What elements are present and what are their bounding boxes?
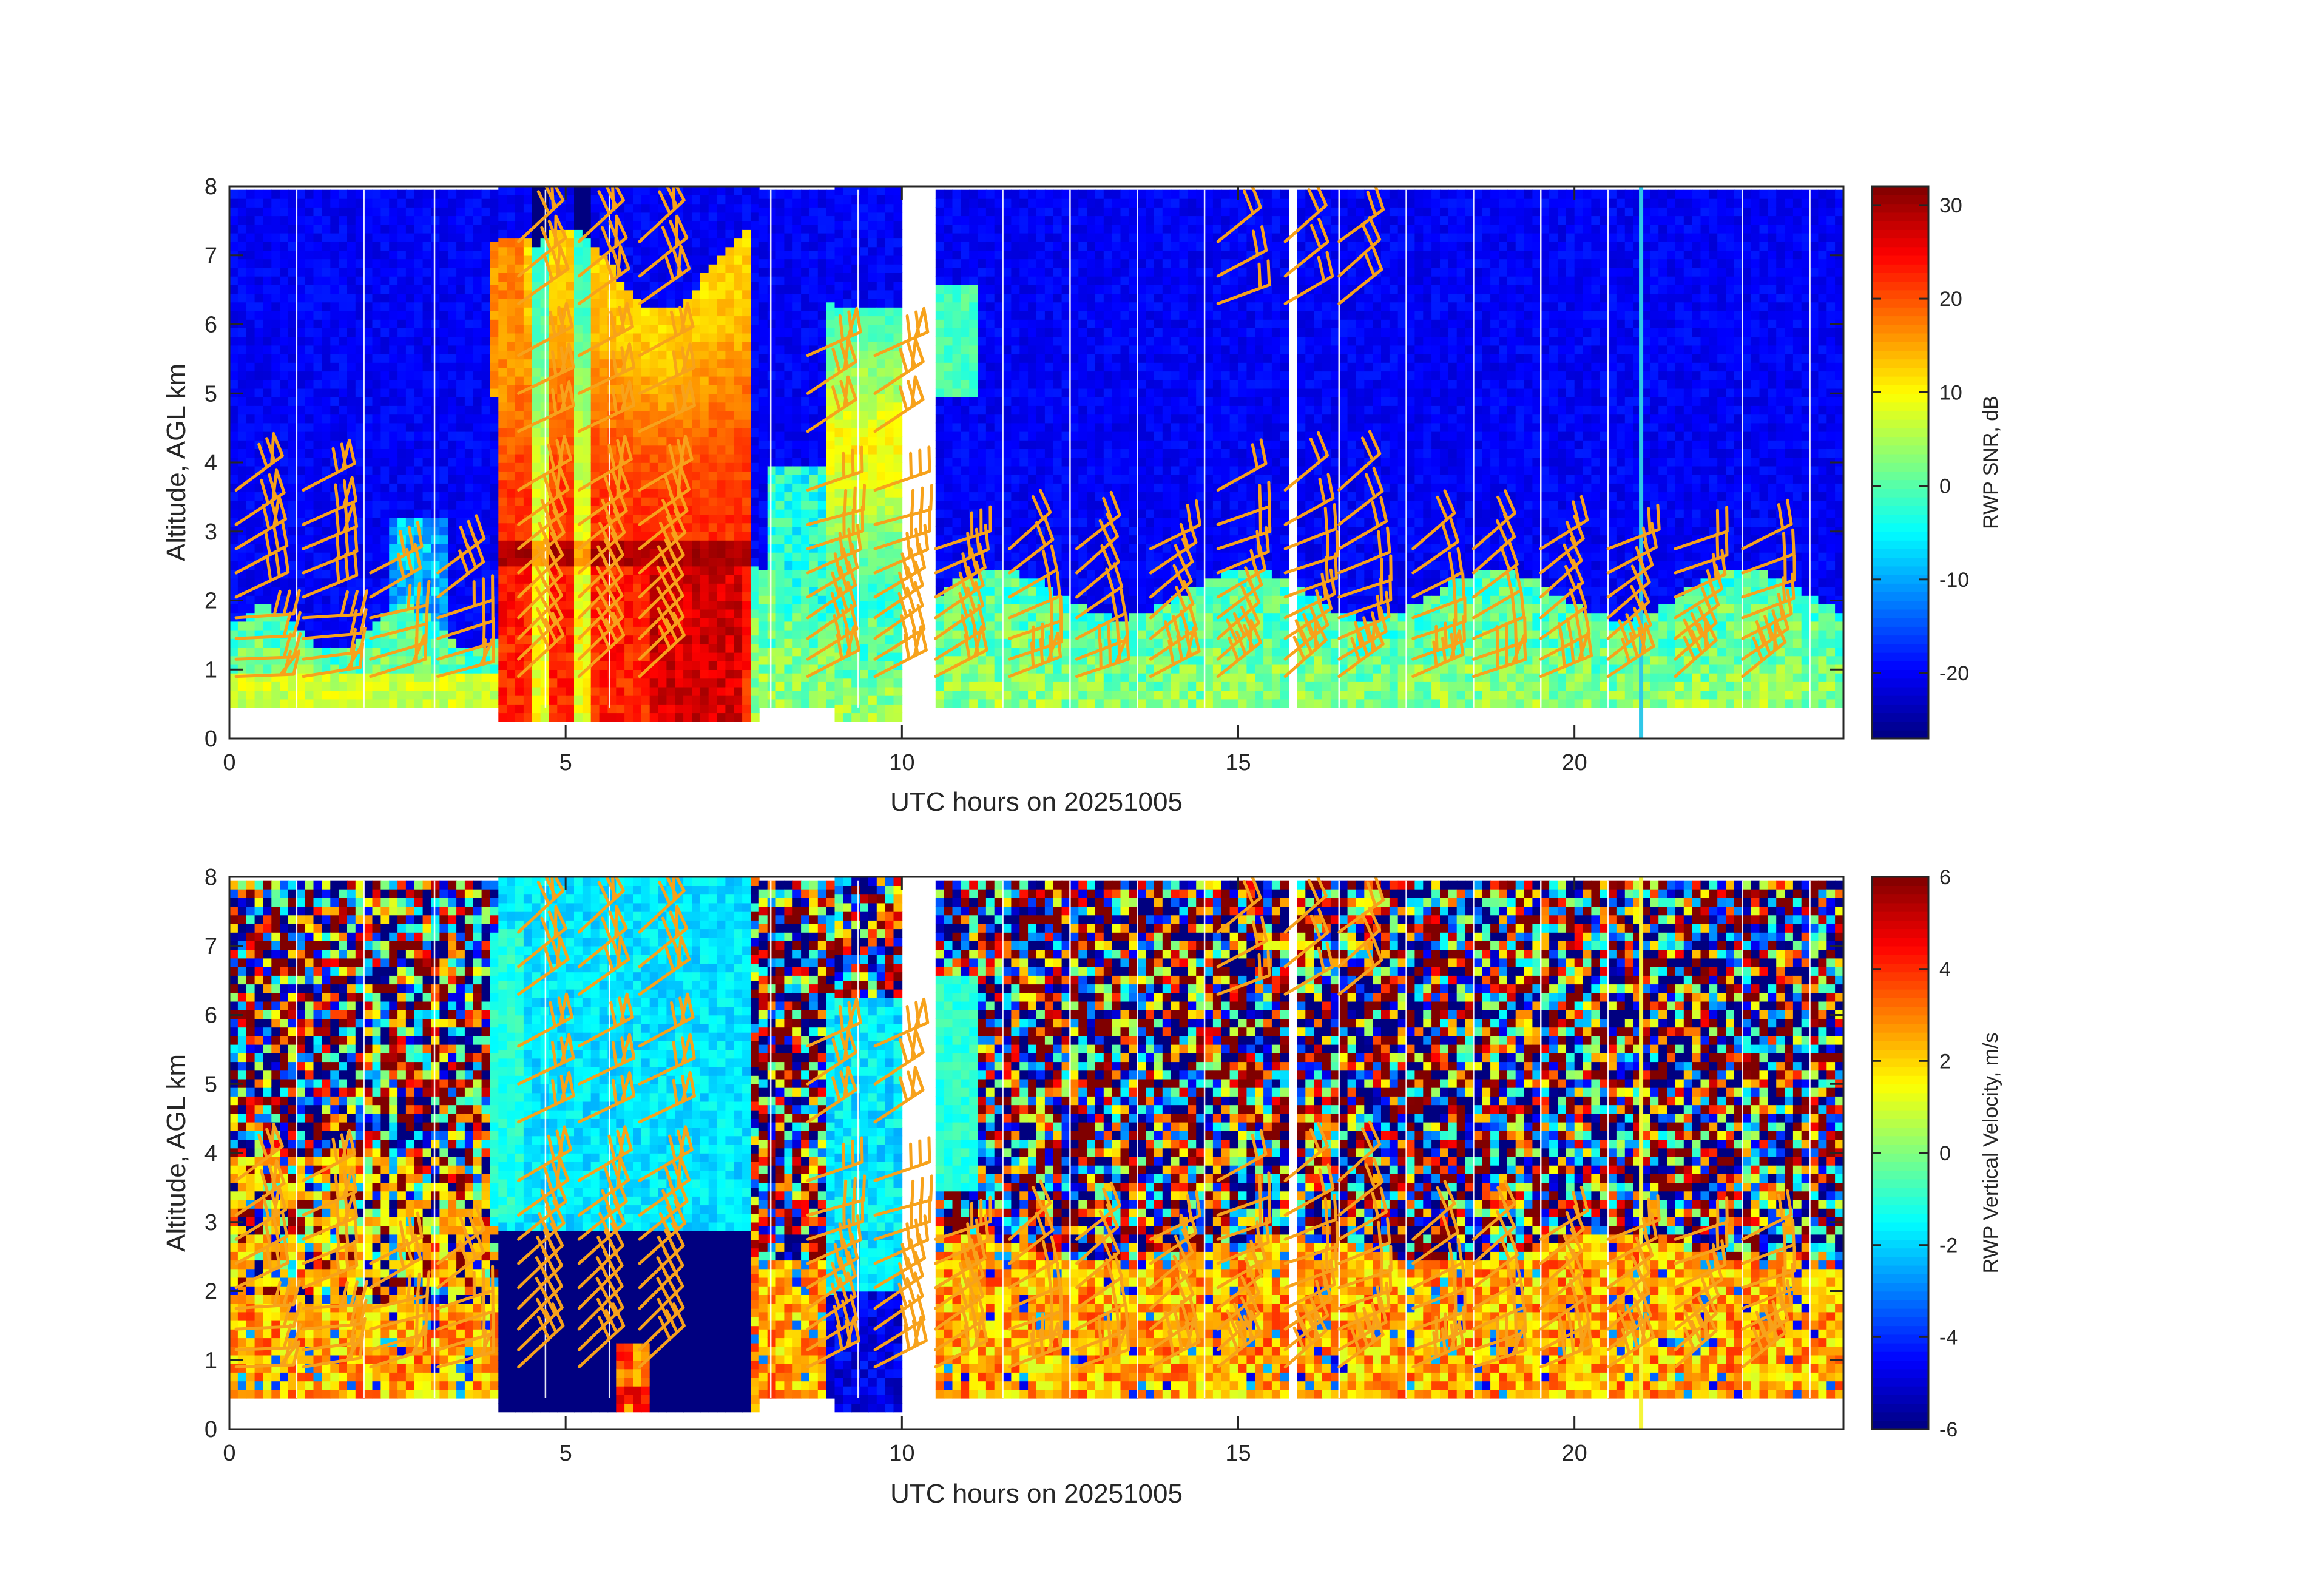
colorbar-tick-label: -2 <box>1939 1234 1958 1257</box>
colorbar-tick-label: 0 <box>1939 475 1951 498</box>
y-tick-label: 6 <box>204 1003 217 1029</box>
colorbar-tick-label: -20 <box>1939 662 1969 685</box>
y-tick-label: 2 <box>204 1279 217 1305</box>
colorbar-tick-label: -10 <box>1939 569 1969 592</box>
x-tick-label: 15 <box>1225 1441 1251 1466</box>
y-tick-label: 7 <box>204 934 217 959</box>
snr-heatmap <box>229 179 1844 739</box>
x-tick-label: 15 <box>1225 750 1251 776</box>
y-tick-label: 4 <box>204 1141 217 1166</box>
y-tick-label: 0 <box>204 726 217 752</box>
y-tick-label: 3 <box>204 519 217 545</box>
x-tick-label: 20 <box>1562 1441 1587 1466</box>
y-tick-label: 4 <box>204 450 217 476</box>
x-tick-label: 5 <box>559 1441 572 1466</box>
y-tick-label: 8 <box>204 174 217 200</box>
y-tick-label: 6 <box>204 313 217 338</box>
velocity-colorbar: 6 4 2 0 -2 -4 -6 RWP Vertical Velocity, m/s <box>1872 866 2002 1441</box>
y-tick-label: 1 <box>204 1348 217 1373</box>
x-tick-label: 10 <box>889 1441 914 1466</box>
velocity-colorbar-label: RWP Vertical Velocity, m/s <box>1979 1033 2002 1274</box>
velocity-x-axis-label: UTC hours on 20251005 <box>890 1479 1183 1509</box>
snr-y-axis-label: Altitude, AGL km <box>161 363 191 561</box>
colorbar-tick-label: 2 <box>1939 1050 1951 1073</box>
y-tick-label: 0 <box>204 1417 217 1442</box>
y-tick-label: 5 <box>204 381 217 407</box>
x-tick-label: 10 <box>889 750 914 776</box>
velocity-y-axis-label: Altitude, AGL km <box>161 1054 191 1252</box>
colorbar-tick-label: 0 <box>1939 1142 1951 1165</box>
y-tick-label: 5 <box>204 1072 217 1097</box>
x-tick-label: 0 <box>223 1441 235 1466</box>
y-tick-label: 2 <box>204 589 217 614</box>
colorbar-tick-label: -4 <box>1939 1326 1958 1349</box>
snr-x-axis-label: UTC hours on 20251005 <box>890 787 1183 817</box>
snr-colorbar-label: RWP SNR, dB <box>1979 396 2002 529</box>
y-tick-label: 7 <box>204 243 217 269</box>
y-tick-label: 3 <box>204 1210 217 1236</box>
colorbar-tick-label: -6 <box>1939 1418 1958 1441</box>
x-tick-label: 5 <box>559 750 572 776</box>
x-tick-label: 20 <box>1562 750 1587 776</box>
y-tick-label: 8 <box>204 865 217 890</box>
colorbar-tick-label: 10 <box>1939 381 1962 404</box>
x-tick-label: 0 <box>223 750 235 776</box>
colorbar-tick-label: 20 <box>1939 288 1962 311</box>
colorbar-tick-label: 6 <box>1939 866 1951 889</box>
y-tick-label: 1 <box>204 657 217 683</box>
velocity-heatmap <box>229 870 1844 1429</box>
colorbar-tick-label: 30 <box>1939 194 1962 217</box>
snr-colorbar: 30 20 10 0 -10 -20 RWP SNR, dB <box>1872 186 2002 739</box>
colorbar-tick-label: 4 <box>1939 958 1951 981</box>
